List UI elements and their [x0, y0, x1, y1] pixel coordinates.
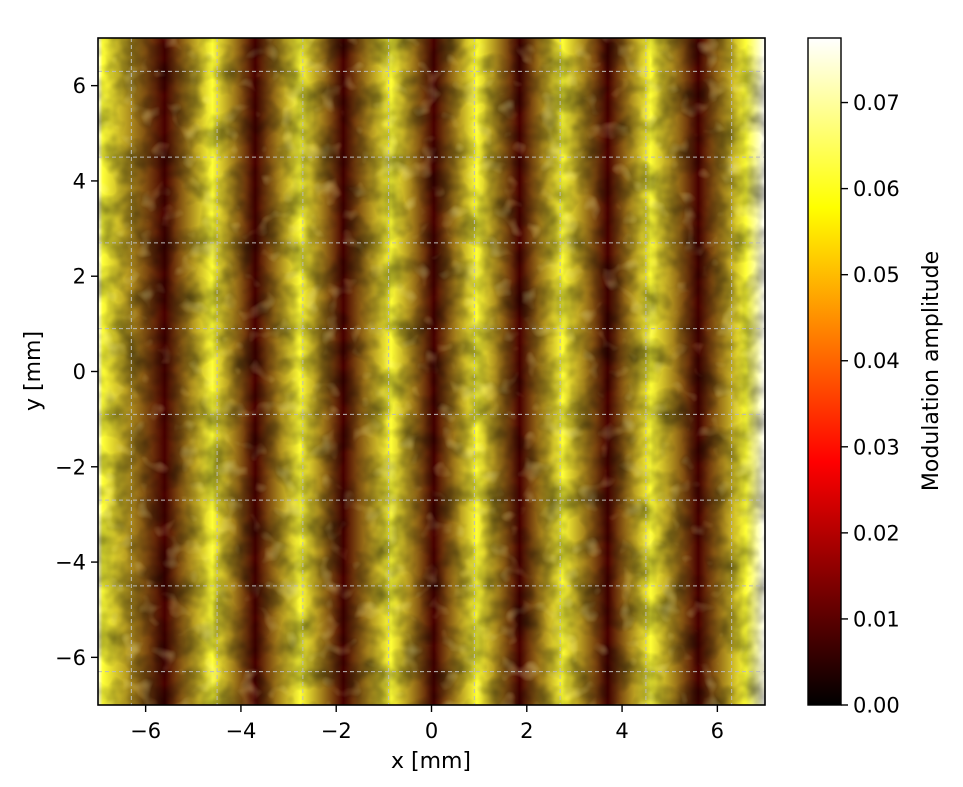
colorbar — [807, 37, 842, 706]
colorbar-label: Modulation amplitude — [919, 251, 944, 491]
y-axis-ticks: −6 −4 −2 0 2 4 6 — [55, 74, 98, 670]
y-tick-label: −2 — [55, 455, 86, 479]
y-tick-label: −4 — [55, 551, 86, 575]
x-axis-label: x [mm] — [391, 749, 471, 774]
colorbar-tick-label: 0.01 — [853, 607, 900, 631]
colorbar-ticks: 0.00 0.01 0.02 0.03 0.04 0.05 0.06 0.07 — [841, 91, 900, 718]
heatmap-bright-texture — [98, 38, 765, 705]
x-tick-label: 0 — [425, 719, 438, 743]
x-tick-label: 4 — [615, 719, 628, 743]
y-axis-label: y [mm] — [21, 331, 46, 411]
y-tick-label: −6 — [55, 646, 86, 670]
colorbar-tick-label: 0.04 — [853, 349, 900, 373]
heatmap-image — [98, 38, 765, 705]
x-axis-ticks: −6 −4 −2 0 2 4 6 — [130, 705, 724, 743]
colorbar-tick-label: 0.02 — [853, 521, 900, 545]
colorbar-tick-label: 0.06 — [853, 177, 900, 201]
grid-lines — [98, 38, 765, 705]
y-tick-label: 6 — [73, 74, 86, 98]
colorbar-tick-label: 0.07 — [853, 91, 900, 115]
x-tick-label: −2 — [321, 719, 352, 743]
x-tick-label: 2 — [520, 719, 533, 743]
x-tick-label: −4 — [225, 719, 256, 743]
y-tick-label: 2 — [73, 265, 86, 289]
x-tick-label: 6 — [711, 719, 724, 743]
colorbar-tick-label: 0.00 — [853, 694, 900, 718]
y-tick-label: 0 — [73, 360, 86, 384]
colorbar-tick-label: 0.05 — [853, 263, 900, 287]
x-tick-label: −6 — [130, 719, 161, 743]
y-tick-label: 4 — [73, 169, 86, 193]
colorbar-tick-label: 0.03 — [853, 435, 900, 459]
